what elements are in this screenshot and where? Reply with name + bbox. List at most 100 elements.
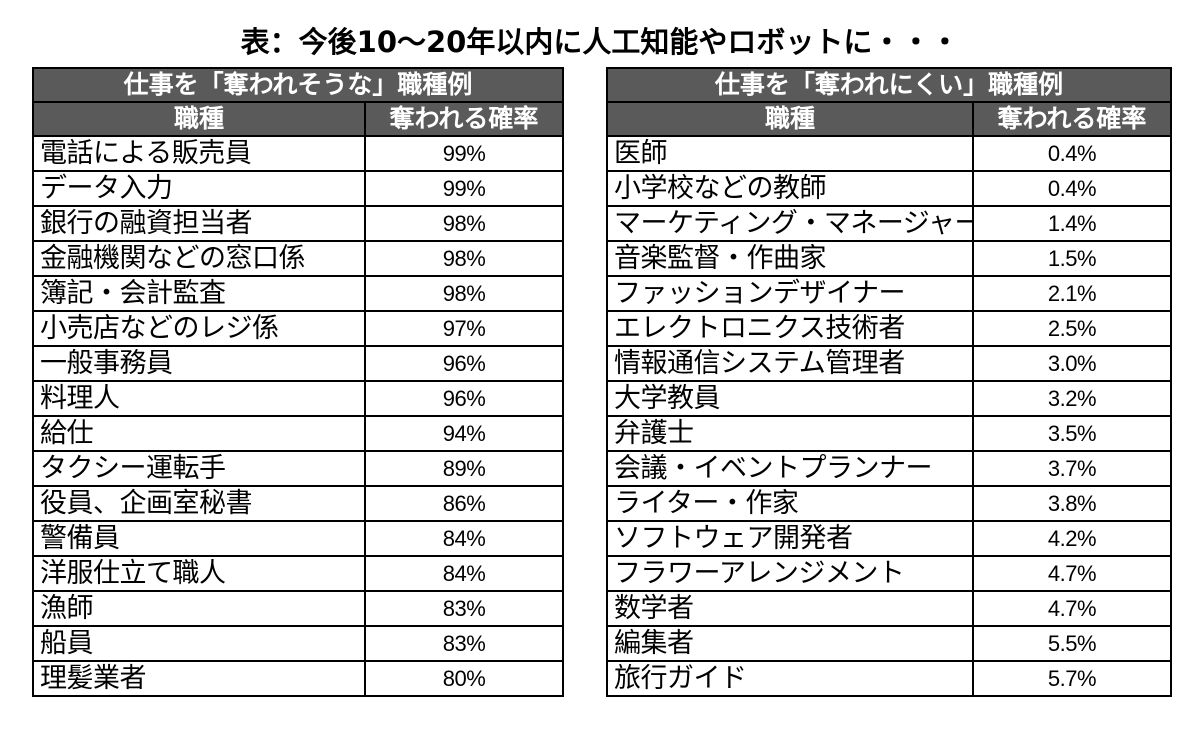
job-name-cell: 弁護士 bbox=[606, 415, 974, 452]
column-header-probability: 奪われる確率 bbox=[363, 101, 565, 137]
table-row: 銀行の融資担当者 98% bbox=[32, 205, 565, 242]
probability-cell: 84% bbox=[363, 555, 565, 592]
job-name-cell: 小学校などの教師 bbox=[606, 170, 974, 207]
table-row: データ入力 99% bbox=[32, 170, 565, 207]
probability-cell: 80% bbox=[363, 660, 565, 697]
table-row: 小売店などのレジ係 97% bbox=[32, 310, 565, 347]
table-row: 給仕 94% bbox=[32, 415, 565, 452]
probability-cell: 99% bbox=[363, 135, 565, 172]
probability-cell: 98% bbox=[363, 275, 565, 312]
probability-cell: 5.7% bbox=[971, 660, 1173, 697]
job-name-cell: 漁師 bbox=[32, 590, 366, 627]
probability-cell: 0.4% bbox=[971, 170, 1173, 207]
job-name-cell: 大学教員 bbox=[606, 380, 974, 417]
job-name-cell: 数学者 bbox=[606, 590, 974, 627]
table-row: ファッションデザイナー 2.1% bbox=[606, 275, 1173, 312]
table-caption: 仕事を「奪われにくい」職種例 bbox=[605, 67, 1173, 103]
probability-cell: 83% bbox=[363, 625, 565, 662]
job-name-cell: ソフトウェア開発者 bbox=[606, 520, 974, 557]
job-name-cell: エレクトロニクス技術者 bbox=[606, 310, 974, 347]
column-header-probability: 奪われる確率 bbox=[971, 101, 1173, 137]
probability-cell: 4.7% bbox=[971, 590, 1173, 627]
table-caption: 仕事を「奪われそうな」職種例 bbox=[31, 67, 565, 103]
table-row: 警備員 84% bbox=[32, 520, 565, 557]
table-row: 理髪業者 80% bbox=[32, 660, 565, 697]
table-likely-replaced: 仕事を「奪われそうな」職種例 職種 奪われる確率 電話による販売員 99% データ入… bbox=[31, 67, 565, 697]
job-name-cell: 一般事務員 bbox=[32, 345, 366, 382]
probability-cell: 0.4% bbox=[971, 135, 1173, 172]
probability-cell: 3.0% bbox=[971, 345, 1173, 382]
job-name-cell: 船員 bbox=[32, 625, 366, 662]
job-name-cell: 会議・イベントプランナー bbox=[606, 450, 974, 487]
probability-cell: 98% bbox=[363, 240, 565, 277]
table-row: 金融機関などの窓口係 98% bbox=[32, 240, 565, 277]
probability-cell: 97% bbox=[363, 310, 565, 347]
column-header-job: 職種 bbox=[606, 101, 974, 137]
job-name-cell: 編集者 bbox=[606, 625, 974, 662]
job-name-cell: 料理人 bbox=[32, 380, 366, 417]
probability-cell: 2.1% bbox=[971, 275, 1173, 312]
table-row: 音楽監督・作曲家 1.5% bbox=[606, 240, 1173, 277]
probability-cell: 83% bbox=[363, 590, 565, 627]
job-name-cell: 旅行ガイド bbox=[606, 660, 974, 697]
job-name-cell: タクシー運転手 bbox=[32, 450, 366, 487]
table-body: 電話による販売員 99% データ入力 99% 銀行の融資担当者 98% 金融機関などの窓口係… bbox=[32, 135, 565, 697]
table-row: ライター・作家 3.8% bbox=[606, 485, 1173, 522]
job-name-cell: 理髪業者 bbox=[32, 660, 366, 697]
probability-cell: 94% bbox=[363, 415, 565, 452]
job-name-cell: 簿記・会計監査 bbox=[32, 275, 366, 312]
table-row: 編集者 5.5% bbox=[606, 625, 1173, 662]
table-row: 船員 83% bbox=[32, 625, 565, 662]
table-row: 数学者 4.7% bbox=[606, 590, 1173, 627]
table-row: タクシー運転手 89% bbox=[32, 450, 565, 487]
table-row: 電話による販売員 99% bbox=[32, 135, 565, 172]
probability-cell: 1.5% bbox=[971, 240, 1173, 277]
job-name-cell: 電話による販売員 bbox=[32, 135, 366, 172]
table-row: エレクトロニクス技術者 2.5% bbox=[606, 310, 1173, 347]
table-row: ソフトウェア開発者 4.2% bbox=[606, 520, 1173, 557]
table-row: 弁護士 3.5% bbox=[606, 415, 1173, 452]
probability-cell: 4.7% bbox=[971, 555, 1173, 592]
table-row: 料理人 96% bbox=[32, 380, 565, 417]
probability-cell: 5.5% bbox=[971, 625, 1173, 662]
job-name-cell: 小売店などのレジ係 bbox=[32, 310, 366, 347]
job-name-cell: 給仕 bbox=[32, 415, 366, 452]
table-row: フラワーアレンジメント 4.7% bbox=[606, 555, 1173, 592]
probability-cell: 2.5% bbox=[971, 310, 1173, 347]
table-row: マーケティング・マネージャー 1.4% bbox=[606, 205, 1173, 242]
table-row: 一般事務員 96% bbox=[32, 345, 565, 382]
probability-cell: 98% bbox=[363, 205, 565, 242]
probability-cell: 99% bbox=[363, 170, 565, 207]
table-unlikely-replaced: 仕事を「奪われにくい」職種例 職種 奪われる確率 医師 0.4% 小学校などの教師 0… bbox=[605, 67, 1173, 697]
probability-cell: 4.2% bbox=[971, 520, 1173, 557]
probability-cell: 3.2% bbox=[971, 380, 1173, 417]
probability-cell: 96% bbox=[363, 345, 565, 382]
probability-cell: 84% bbox=[363, 520, 565, 557]
table-row: 洋服仕立て職人 84% bbox=[32, 555, 565, 592]
job-name-cell: 洋服仕立て職人 bbox=[32, 555, 366, 592]
job-name-cell: フラワーアレンジメント bbox=[606, 555, 974, 592]
probability-cell: 3.5% bbox=[971, 415, 1173, 452]
table-row: 漁師 83% bbox=[32, 590, 565, 627]
job-name-cell: 銀行の融資担当者 bbox=[32, 205, 366, 242]
table-row: 小学校などの教師 0.4% bbox=[606, 170, 1173, 207]
table-row: 医師 0.4% bbox=[606, 135, 1173, 172]
probability-cell: 1.4% bbox=[971, 205, 1173, 242]
probability-cell: 96% bbox=[363, 380, 565, 417]
job-name-cell: 役員、企画室秘書 bbox=[32, 485, 366, 522]
job-name-cell: 医師 bbox=[606, 135, 974, 172]
table-row: 会議・イベントプランナー 3.7% bbox=[606, 450, 1173, 487]
table-row: 情報通信システム管理者 3.0% bbox=[606, 345, 1173, 382]
column-header-job: 職種 bbox=[32, 101, 366, 137]
table-body: 医師 0.4% 小学校などの教師 0.4% マーケティング・マネージャー 1.4% 音楽監督… bbox=[606, 135, 1173, 697]
job-name-cell: 警備員 bbox=[32, 520, 366, 557]
job-name-cell: データ入力 bbox=[32, 170, 366, 207]
table-row: 旅行ガイド 5.7% bbox=[606, 660, 1173, 697]
probability-cell: 86% bbox=[363, 485, 565, 522]
job-name-cell: 金融機関などの窓口係 bbox=[32, 240, 366, 277]
table-row: 大学教員 3.2% bbox=[606, 380, 1173, 417]
table-row: 役員、企画室秘書 86% bbox=[32, 485, 565, 522]
probability-cell: 3.7% bbox=[971, 450, 1173, 487]
job-name-cell: 音楽監督・作曲家 bbox=[606, 240, 974, 277]
job-name-cell: 情報通信システム管理者 bbox=[606, 345, 974, 382]
